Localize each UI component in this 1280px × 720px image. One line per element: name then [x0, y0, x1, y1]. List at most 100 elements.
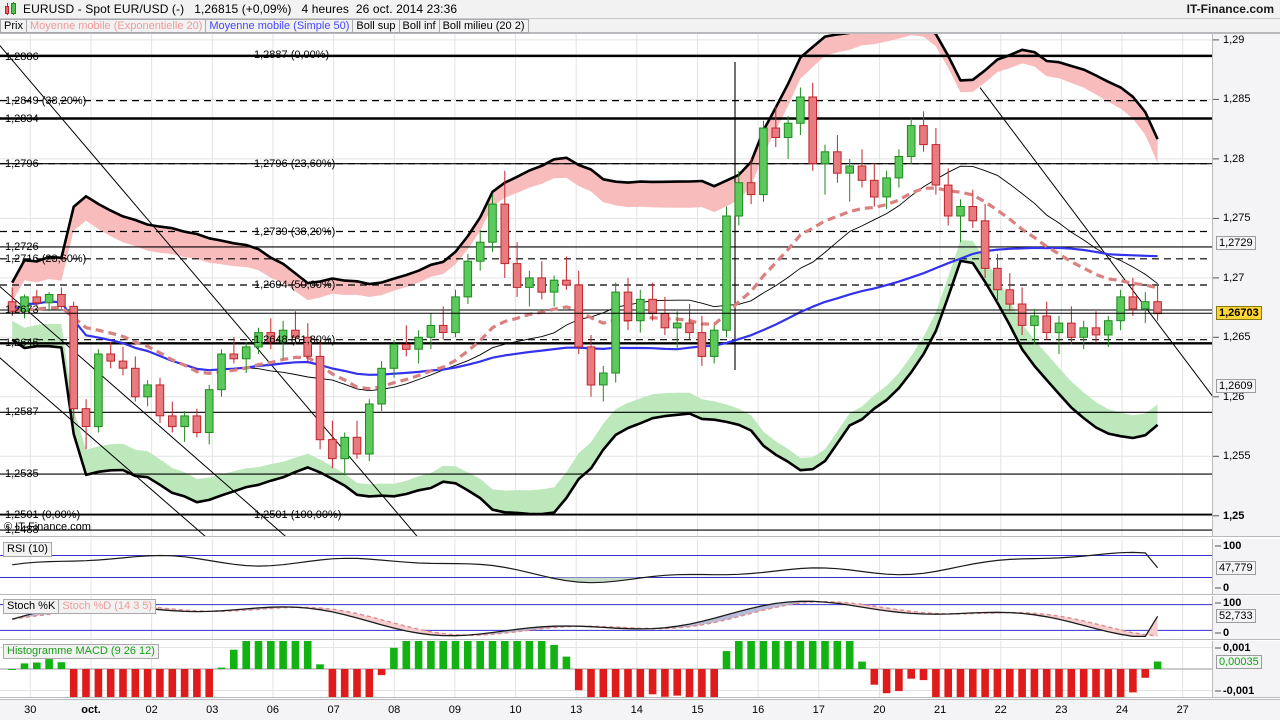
price-level-label: 1,2648 (61,80%) — [254, 333, 336, 346]
title-bar: EURUSD - Spot EUR/USD (-) 1,26815 (+0,09%… — [0, 0, 1280, 19]
macd-axis-tick: 0,001 — [1215, 642, 1251, 654]
legend-item-boll-milieu[interactable]: Boll milieu (20 2) — [439, 19, 529, 33]
date-axis-tick: 10 — [509, 704, 522, 716]
price-axis-tick: 1,26 — [1223, 390, 1245, 403]
rsi-axis-tick: 100 — [1215, 540, 1241, 552]
price-axis-tick: 1,28 — [1223, 152, 1245, 165]
rsi-chart-svg — [0, 539, 1212, 594]
price-level-label: 1,2886 — [5, 50, 39, 63]
price-axis-tick: 1,255 — [1223, 450, 1251, 463]
timeframe-label: 4 heures — [301, 2, 350, 16]
price-level-label: 1,2587 — [5, 406, 39, 419]
stochastic-axis-tick: 100 — [1215, 597, 1241, 609]
price-axis[interactable]: 1,29 1,285 1,28 1,275 1,27 1,265 1,26 1,255 1,25… — [1213, 34, 1280, 536]
chart-datetime: 26 oct. 2014 23:36 — [355, 2, 458, 16]
date-axis-tick: 03 — [206, 704, 219, 716]
price-axis-tick: 1,25 — [1223, 509, 1245, 522]
price-level-label: 1,2488 — [5, 524, 39, 536]
date-axis-tick: 02 — [145, 704, 158, 716]
macd-axis[interactable]: 0,001 -0,001 0,00035 — [1213, 641, 1280, 697]
last-price: 1,26815 (+0,09%) — [194, 2, 292, 16]
rsi-title-group: RSI (10) — [3, 542, 52, 557]
price-level-label: 1,2796 — [5, 157, 39, 170]
current-price-label: 1,26703 — [1216, 306, 1262, 321]
price-level-label: 1,2716 (23,60%) — [5, 252, 87, 265]
price-level-label: 1,2849 (38,20%) — [5, 94, 87, 107]
date-axis-tick: 27 — [1176, 704, 1189, 716]
price-level-label: 1,2834 — [5, 112, 39, 125]
rsi-title[interactable]: RSI (10) — [3, 542, 52, 557]
date-axis-tick: 21 — [933, 704, 947, 716]
stochastic-axis-tick: 0 — [1215, 627, 1229, 639]
rsi-panel: RSI (10) 100 0 47,779 — [0, 539, 1280, 595]
price-axis-tick: 1,27 — [1223, 271, 1245, 284]
instrument-title: EURUSD - Spot EUR/USD (-) 1,26815 (+0,09%… — [23, 2, 457, 16]
date-axis-tick: 07 — [327, 704, 340, 716]
stoch-k-title[interactable]: Stoch %K — [3, 599, 60, 614]
date-axis-tick: 23 — [1055, 704, 1068, 716]
rsi-current-value-label: 47,779 — [1216, 560, 1256, 575]
legend-item-boll-sup[interactable]: Boll sup — [353, 19, 400, 33]
legend-bar: Prix Moyenne mobile (Exponentielle 20) M… — [0, 19, 1280, 34]
date-axis-tick: 16 — [751, 704, 765, 716]
copyright-label: © IT-Finance.com — [4, 521, 91, 533]
price-level-label: 1,2796 (23,60%) — [254, 157, 336, 170]
price-level-label: 1,2887 (0,00%) — [254, 49, 330, 62]
date-axis-tick: 09 — [448, 704, 462, 716]
stochastic-plot-area[interactable]: Stoch %K Stoch %D (14 3 5) — [0, 596, 1213, 639]
price-level-label: 1,2501 (0,00%) — [5, 508, 81, 521]
price-axis-tick: 1,275 — [1223, 212, 1251, 225]
price-axis-tick: 1,265 — [1223, 331, 1251, 344]
stochastic-axis[interactable]: 100 0 52,733 — [1213, 596, 1280, 639]
date-axis-tick: 06 — [266, 704, 280, 716]
legend-item-prix[interactable]: Prix — [0, 19, 27, 33]
macd-title[interactable]: Histogramme MACD (9 26 12) — [3, 644, 159, 659]
stochastic-current-value-label: 52,733 — [1216, 609, 1256, 624]
price-axis-tick: 1,29 — [1223, 33, 1245, 46]
price-marker-label: 1,2609 — [1216, 379, 1256, 394]
date-axis-tick: 17 — [812, 704, 825, 716]
price-level-label: 1,2501 (100,00%) — [254, 508, 342, 521]
legend-item-ema20[interactable]: Moyenne mobile (Exponentielle 20) — [26, 19, 207, 33]
price-axis-tick: 1,285 — [1223, 93, 1251, 106]
date-axis[interactable]: 30 oct. 02 03 06 07 08 09 10 13 14 15 16 17 20 21 22 23 24… — [0, 699, 1280, 720]
macd-panel: Histogramme MACD (9 26 12) 0,001 -0,001 0,… — [0, 641, 1280, 698]
date-axis-tick: 15 — [691, 704, 704, 716]
price-level-label: 1,2694 (50,00%) — [254, 279, 336, 291]
price-level-label: 1,2739 (38,20%) — [254, 225, 336, 238]
macd-chart-svg — [0, 641, 1212, 697]
stochastic-chart-svg — [0, 596, 1212, 639]
price-level-label: 1,2673 — [5, 304, 39, 316]
date-axis-tick: oct. — [81, 704, 101, 716]
price-level-label: 1,2645 — [5, 337, 39, 350]
date-axis-tick: 14 — [630, 704, 643, 716]
price-plot-area[interactable]: 1,2886 1,2849 (38,20%) 1,2834 1,2796 1,2726 1… — [0, 34, 1213, 536]
macd-current-value-label: 0,00035 — [1216, 654, 1262, 669]
legend-spacer — [528, 19, 1280, 33]
date-axis-tick: 13 — [570, 704, 583, 716]
price-axis-ticks — [1213, 39, 1219, 517]
macd-plot-area[interactable]: Histogramme MACD (9 26 12) — [0, 641, 1213, 697]
date-axis-tick: 08 — [388, 704, 401, 716]
macd-axis-tick: -0,001 — [1215, 685, 1254, 697]
price-level-label: 1,2726 — [5, 240, 39, 253]
date-axis-tick: 20 — [873, 704, 886, 716]
candlestick-icon — [4, 2, 18, 16]
legend-item-sma50[interactable]: Moyenne mobile (Simple 50) — [206, 19, 354, 33]
price-marker-label: 1,2729 — [1216, 236, 1256, 251]
price-panel: 1,2886 1,2849 (38,20%) 1,2834 1,2796 1,2726 1… — [0, 34, 1280, 537]
brand-label: IT-Finance.com — [1186, 2, 1274, 16]
stochastic-panel: Stoch %K Stoch %D (14 3 5) 100 0 52,733 — [0, 596, 1280, 640]
date-axis-tick: 24 — [1115, 704, 1129, 716]
rsi-axis[interactable]: 100 0 47,779 — [1213, 539, 1280, 594]
stoch-d-title[interactable]: Stoch %D (14 3 5) — [59, 599, 157, 614]
stochastic-title-group: Stoch %K Stoch %D (14 3 5) — [3, 599, 157, 614]
date-axis-tick: 30 — [24, 704, 37, 716]
instrument-name: EURUSD - Spot EUR/USD (-) — [23, 2, 185, 16]
macd-title-group: Histogramme MACD (9 26 12) — [3, 644, 159, 659]
date-axis-tick: 22 — [994, 704, 1007, 716]
rsi-axis-tick: 0 — [1215, 582, 1229, 594]
legend-item-boll-inf[interactable]: Boll inf — [399, 19, 440, 33]
rsi-plot-area[interactable]: RSI (10) — [0, 539, 1213, 594]
